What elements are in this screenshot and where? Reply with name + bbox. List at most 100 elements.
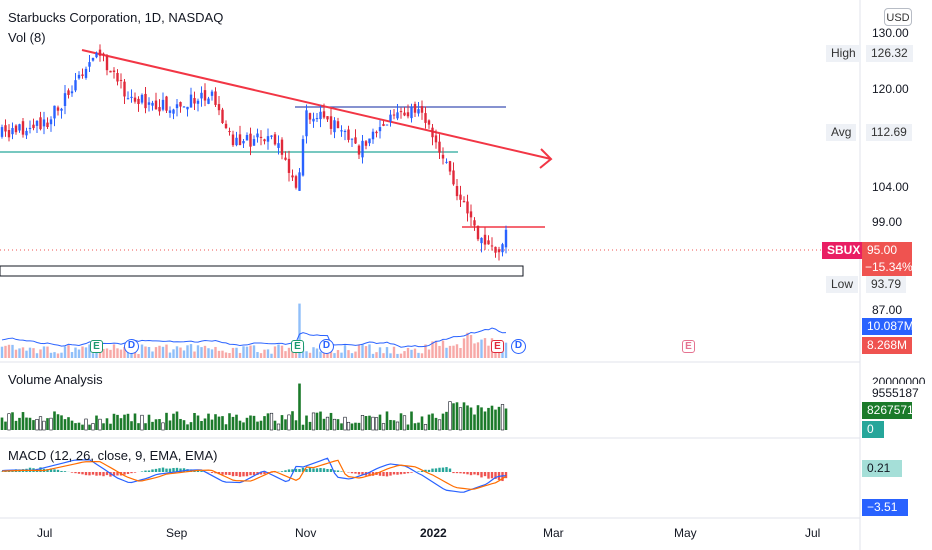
candle <box>252 139 256 146</box>
volume-bar <box>403 351 406 358</box>
candle <box>343 130 347 132</box>
candle <box>182 106 186 108</box>
volume-analysis-bar <box>280 415 284 430</box>
volume-analysis-bar <box>231 416 235 430</box>
volume-analysis-bar <box>158 419 161 430</box>
volume-analysis-bar <box>497 406 501 430</box>
macd-histogram-bar <box>84 472 88 476</box>
candle <box>469 211 473 218</box>
candle <box>270 135 273 137</box>
macd-histogram-bar <box>158 468 161 472</box>
macd-histogram-bar <box>74 472 77 474</box>
volume-analysis-bar <box>14 420 18 430</box>
volume-bar <box>368 344 371 358</box>
earnings-marker-icon[interactable]: E <box>90 340 103 353</box>
macd-histogram-bar <box>200 471 203 472</box>
volume-analysis-bar <box>245 417 249 430</box>
volume-analysis-bar <box>466 405 469 430</box>
volume-bar <box>172 349 175 358</box>
candle <box>102 53 105 55</box>
earnings-marker-icon[interactable]: E <box>291 340 304 353</box>
dividend-marker-icon[interactable]: D <box>124 339 139 354</box>
candle <box>319 111 322 120</box>
volume-bar <box>67 345 70 358</box>
volume-analysis-bar <box>263 416 266 430</box>
volume-bar <box>347 350 350 358</box>
macd-histogram-bar <box>308 467 312 472</box>
volume-bar <box>455 344 459 358</box>
macd-title[interactable]: MACD (12, 26, close, 9, EMA, EMA) <box>8 448 218 463</box>
volume-analysis-bar <box>154 419 158 430</box>
macd-histogram-bar <box>385 472 389 477</box>
volume-bar <box>343 345 347 358</box>
low-label: Low <box>826 276 859 293</box>
candle <box>350 138 354 140</box>
volume-analysis-bar <box>437 419 442 431</box>
macd-histogram-bar <box>56 469 60 472</box>
volume-bar <box>340 352 343 358</box>
candle <box>133 97 137 102</box>
volume-analysis-bar <box>395 421 400 431</box>
macd-histogram-bar <box>179 468 182 472</box>
macd-histogram-bar <box>434 468 438 472</box>
macd-histogram-bar <box>396 472 399 475</box>
candle <box>497 249 501 253</box>
volume-analysis-title[interactable]: Volume Analysis <box>8 372 103 387</box>
macd-histogram-bar <box>53 469 56 472</box>
dividend-marker-icon[interactable]: D <box>511 339 526 354</box>
candle <box>172 109 175 114</box>
volume-ma-line <box>1 327 507 348</box>
volume-analysis-bar <box>172 413 175 430</box>
macd-histogram-bar <box>60 470 63 472</box>
volume-analysis-bar <box>354 422 357 430</box>
volume-bar <box>14 349 18 358</box>
volume-bar <box>252 345 256 358</box>
macd-histogram-bar <box>147 470 151 472</box>
volume-bar <box>60 352 63 358</box>
volume-analysis-bar <box>301 424 305 430</box>
candle <box>119 79 123 81</box>
macd-histogram-bar <box>448 468 452 472</box>
volume-bar <box>18 348 21 358</box>
candle <box>392 114 396 116</box>
candle <box>242 141 245 144</box>
candle <box>151 102 154 106</box>
macd-histogram-bar <box>105 472 109 476</box>
volume-bar <box>473 343 476 358</box>
macd-histogram-bar <box>445 467 448 472</box>
candle <box>161 99 165 110</box>
volume-analysis-bar <box>441 413 445 430</box>
volume-bar <box>389 353 392 358</box>
volume-bar <box>242 346 245 358</box>
currency-button[interactable]: USD <box>884 8 912 26</box>
dividend-marker-icon[interactable]: D <box>319 339 334 354</box>
trendline-arrow-icon <box>539 148 553 169</box>
avg-value: 112.69 <box>866 124 912 141</box>
volume-analysis-bar <box>343 416 347 431</box>
earnings-marker-icon[interactable]: E <box>682 340 695 353</box>
volume-indicator-label[interactable]: Vol (8) <box>8 30 46 45</box>
candle <box>417 109 420 114</box>
macd-histogram-bar <box>354 472 357 474</box>
volume-bar <box>438 345 441 358</box>
volume-analysis-bar <box>469 407 473 430</box>
candle <box>490 245 494 247</box>
candle <box>245 135 249 141</box>
volume-bar <box>354 351 357 358</box>
candle <box>396 112 399 119</box>
volume-analysis-bar <box>7 413 11 431</box>
candle <box>14 125 18 133</box>
volume-analysis-bar <box>221 416 224 430</box>
volume-bar <box>350 353 354 358</box>
candle <box>7 130 11 138</box>
volume-analysis-bar <box>182 420 186 430</box>
earnings-marker-icon[interactable]: E <box>491 340 504 353</box>
time-label-mar: Mar <box>543 526 564 540</box>
macd-histogram-bar <box>287 469 291 472</box>
candle <box>74 80 77 91</box>
volume-bar <box>312 347 315 358</box>
candle <box>109 70 112 73</box>
volume-bar <box>238 352 242 358</box>
volume-analysis-bar <box>130 421 133 430</box>
